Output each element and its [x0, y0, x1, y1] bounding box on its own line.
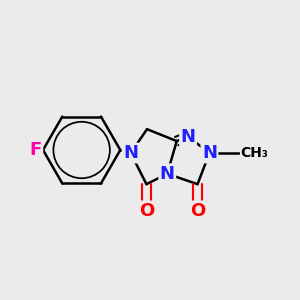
Text: CH₃: CH₃ — [241, 146, 268, 160]
Text: N: N — [123, 144, 138, 162]
Text: N: N — [160, 165, 175, 183]
Text: O: O — [139, 202, 154, 220]
Text: N: N — [202, 144, 217, 162]
Text: O: O — [190, 202, 205, 220]
Text: N: N — [181, 128, 196, 146]
Text: F: F — [29, 141, 42, 159]
Text: F: F — [29, 141, 42, 159]
